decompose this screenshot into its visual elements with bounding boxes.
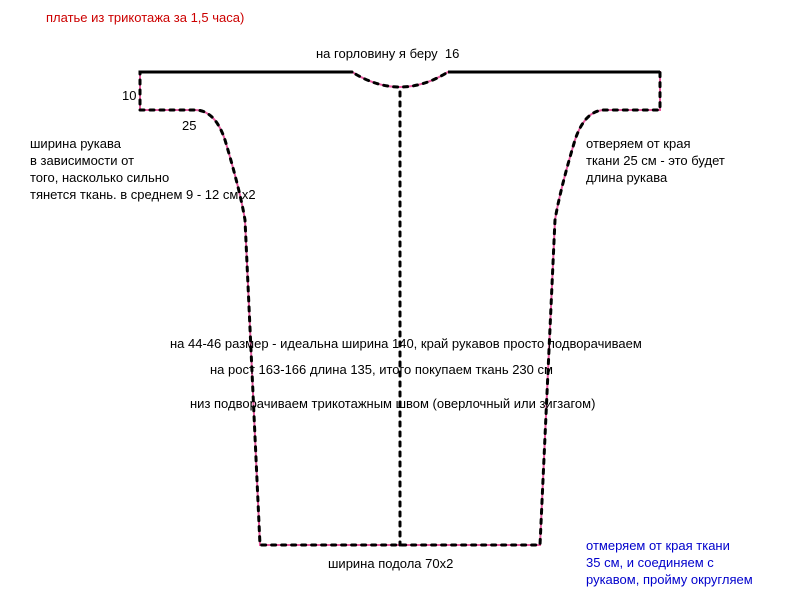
neckline-label: на горловину я беру 16: [316, 46, 459, 63]
hem-width-label: ширина подола 70х2: [328, 556, 453, 573]
size-note: на 44-46 размер - идеальна ширина 140, к…: [170, 336, 642, 353]
dress-pattern-diagram: [0, 0, 800, 600]
sleeve-length-note: отверяем от края ткани 25 см - это будет…: [586, 136, 725, 187]
height-note: на рост 163-166 длина 135, итого покупае…: [210, 362, 553, 379]
measure-10-label: 10: [122, 88, 136, 105]
armhole-note: отмеряем от края ткани 35 см, и соединяе…: [586, 538, 753, 589]
measure-25-label: 25: [182, 118, 196, 135]
sleeve-width-note: ширина рукава в зависимости от того, нас…: [30, 136, 256, 204]
title-label: платье из трикотажа за 1,5 часа): [46, 10, 244, 27]
hem-note: низ подворачиваем трикотажным швом (овер…: [190, 396, 595, 413]
